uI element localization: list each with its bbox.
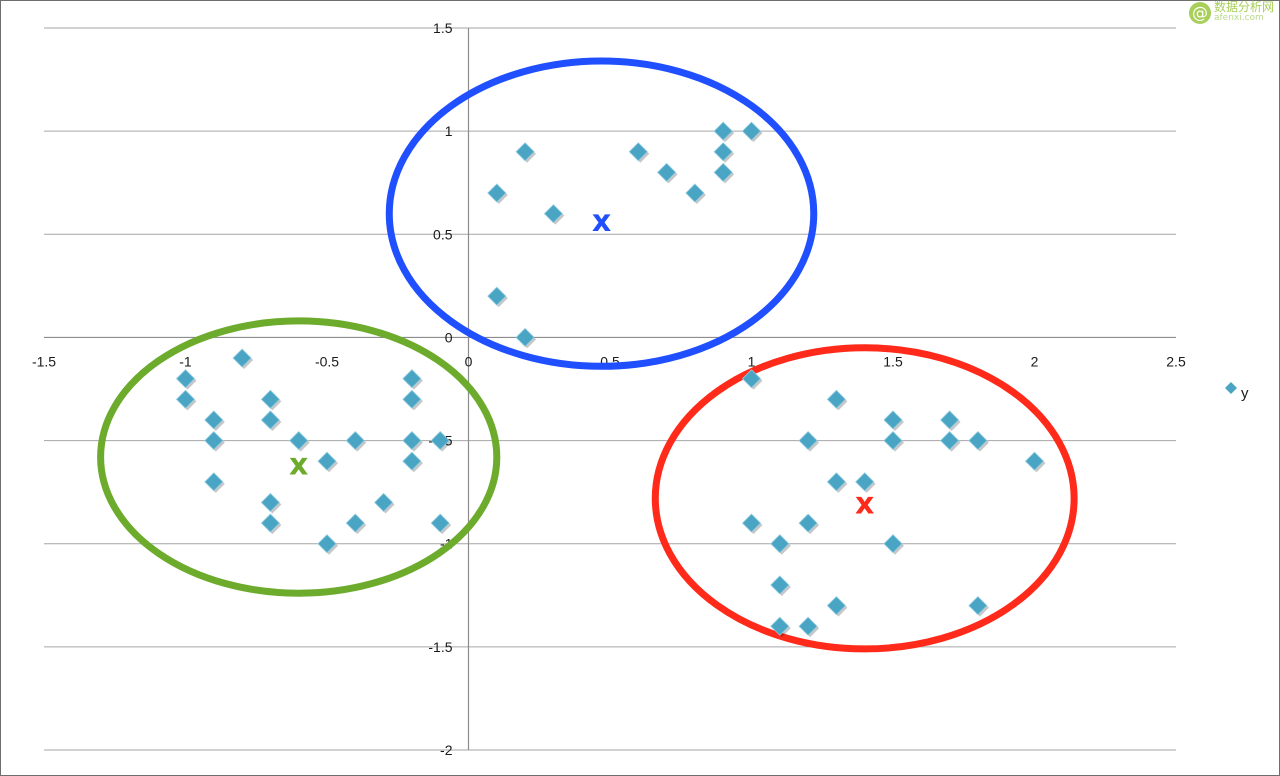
cluster-ellipse [651,344,1078,653]
data-point [204,431,224,451]
data-point [317,451,337,471]
data-point [175,389,196,409]
x-tick-label: 0 [465,353,473,369]
data-point [374,492,394,513]
data-point [402,451,422,471]
data-point [713,162,733,182]
data-point [232,348,252,368]
x-tick-label: 2 [1031,353,1039,369]
data-point [289,431,309,451]
data-point [826,472,846,492]
data-point [883,431,903,451]
data-point [883,410,903,430]
data-point [741,513,762,533]
data-point [402,431,422,451]
legend-label: y [1241,385,1249,402]
data-point [770,616,790,636]
data-point [1024,451,1045,471]
data-point [402,389,422,409]
data-point [175,369,196,389]
data-point [883,534,903,554]
x-tick-label: -0.5 [315,353,339,369]
y-tick-label: 0.5 [433,226,453,242]
x-tick-label: 2.5 [1166,353,1186,369]
x-tick-label: -1.5 [32,353,56,369]
data-point [430,431,450,451]
data-point [826,389,846,409]
data-point [770,534,790,554]
data-point [345,431,365,451]
data-point [855,472,875,492]
x-tick-label: 1.5 [883,353,903,369]
data-point [685,183,705,203]
watermark-logo-icon: @ [1188,2,1211,24]
y-tick-label: 0 [445,329,453,345]
legend-marker [1225,382,1237,394]
data-point [204,472,224,492]
data-point [260,513,280,533]
data-point [260,492,280,513]
data-point [713,121,733,141]
data-point [741,369,762,389]
y-tick-label: 1 [445,123,453,139]
centroid-label: x [855,486,874,521]
watermark-domain: afenxi.com [1213,13,1264,23]
data-point [487,183,507,203]
data-point [713,142,733,162]
cluster-ellipse [385,57,818,370]
data-point [798,616,818,636]
y-tick-label: -1.5 [428,639,452,655]
data-point [204,410,224,430]
data-point [741,121,762,141]
watermark: @ 数据分析网 afenxi.com [1188,0,1274,24]
data-point [826,596,846,616]
centroid-label: x [289,447,308,482]
data-point [968,431,988,451]
data-point [260,410,280,430]
data-point [940,410,960,430]
data-point [770,575,790,595]
data-point [657,162,677,182]
data-point [260,389,280,409]
data-point [543,204,563,224]
watermark-name: 数据分析网 [1213,0,1274,14]
x-tick-label: -1 [179,353,192,369]
data-point [968,596,988,616]
data-point [628,142,648,162]
y-tick-label: -2 [440,742,453,758]
x-tick-label: 1 [748,353,756,369]
data-point [940,431,960,451]
y-tick-label: 1.5 [433,20,453,36]
data-point [798,513,818,533]
data-point [515,327,535,347]
data-point [430,513,450,533]
data-point [345,513,365,533]
data-point [798,431,818,451]
data-point [317,534,337,554]
cluster-ellipse [97,317,501,597]
data-point [515,142,535,162]
data-point [402,369,422,389]
data-point [487,286,507,306]
centroid-label: x [592,204,611,239]
